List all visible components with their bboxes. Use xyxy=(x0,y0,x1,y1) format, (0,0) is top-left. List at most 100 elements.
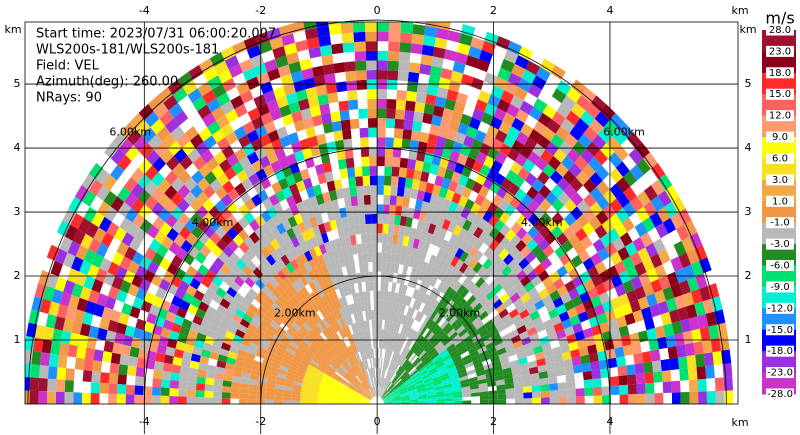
radar-gate xyxy=(681,236,695,253)
radar-gate xyxy=(223,374,233,382)
radar-gate xyxy=(511,139,525,154)
y-tick-label-right: 2 xyxy=(745,269,752,282)
radar-gate xyxy=(532,316,543,327)
radar-gate xyxy=(114,332,125,345)
radar-gate xyxy=(343,255,351,267)
radar-gate xyxy=(436,247,446,260)
radar-gate xyxy=(576,199,590,214)
radar-gate xyxy=(588,156,602,172)
radar-gate xyxy=(618,293,630,307)
radar-gate xyxy=(127,129,142,146)
radar-gate xyxy=(511,63,526,78)
radar-gate xyxy=(204,384,214,392)
radar-gate xyxy=(401,335,407,346)
radar-gate xyxy=(272,46,286,59)
radar-gate xyxy=(485,372,495,379)
radar-gate xyxy=(282,354,293,362)
radar-gate xyxy=(272,316,283,327)
y-unit: km xyxy=(4,23,21,36)
radar-gate xyxy=(54,276,67,292)
radar-gate xyxy=(212,275,223,287)
radar-gate xyxy=(436,401,446,404)
radar-gate xyxy=(38,378,48,392)
radar-gate xyxy=(577,311,589,323)
radar-gate xyxy=(650,253,663,269)
radar-gate xyxy=(225,362,235,371)
radar-gate xyxy=(478,310,489,321)
radar-gate xyxy=(488,394,498,400)
radar-gate xyxy=(449,371,459,378)
radar-gate xyxy=(447,30,462,43)
radar-gate xyxy=(354,364,361,374)
radar-gate xyxy=(151,386,161,396)
radar-gate xyxy=(488,239,500,252)
radar-gate xyxy=(359,262,365,273)
radar-gate xyxy=(425,182,435,194)
radar-gate xyxy=(682,330,694,345)
radar-gate xyxy=(364,380,370,390)
radar-gate xyxy=(355,391,364,397)
radar-gate xyxy=(52,328,63,343)
radar-gate xyxy=(427,364,436,372)
radar-gate xyxy=(437,346,447,355)
radar-gate xyxy=(265,230,276,243)
radar-gate xyxy=(614,145,629,162)
radar-gate xyxy=(309,361,318,369)
radar-gate xyxy=(629,299,641,313)
radar-gate xyxy=(521,69,536,84)
radar-gate xyxy=(357,362,363,372)
radar-gate xyxy=(164,170,179,186)
radar-gate xyxy=(187,382,197,391)
radar-gate xyxy=(418,400,428,403)
radar-gate xyxy=(460,207,471,220)
radar-gate xyxy=(382,393,390,400)
radar-gate xyxy=(492,283,503,295)
radar-gate xyxy=(391,166,400,177)
radar-gate xyxy=(336,319,344,330)
radar-gate xyxy=(473,250,484,262)
radar-gate xyxy=(250,318,260,329)
radar-gate xyxy=(475,366,485,373)
radar-gate xyxy=(386,370,392,380)
radar-gate xyxy=(204,238,217,251)
radar-gate xyxy=(91,253,104,269)
radar-gate xyxy=(371,377,375,388)
radar-gate xyxy=(445,275,455,287)
radar-gate xyxy=(260,319,270,329)
radar-gate xyxy=(288,325,299,335)
radar-gate xyxy=(348,254,355,266)
radar-gate xyxy=(402,347,409,357)
radar-gate xyxy=(434,327,443,337)
radar-gate xyxy=(238,229,249,242)
radar-gate xyxy=(558,336,569,347)
radar-gate xyxy=(269,36,284,50)
radar-gate xyxy=(322,191,331,203)
radar-gate xyxy=(361,156,370,167)
radar-gate xyxy=(354,353,360,363)
radar-gate xyxy=(48,353,59,368)
radar-gate xyxy=(431,373,441,380)
radar-gate xyxy=(331,249,339,260)
radar-gate xyxy=(371,223,377,234)
radar-gate xyxy=(415,300,423,311)
radar-gate xyxy=(434,96,447,108)
radar-gate xyxy=(212,397,222,404)
radar-gate xyxy=(204,397,213,404)
radar-gate xyxy=(397,333,403,344)
radar-gate xyxy=(286,347,296,356)
radar-gate xyxy=(603,120,619,137)
radar-gate xyxy=(312,256,321,268)
radar-gate xyxy=(510,234,522,247)
radar-gate xyxy=(656,206,671,223)
radar-gate xyxy=(162,319,174,331)
radar-gate xyxy=(561,155,575,170)
radar-gate xyxy=(595,282,607,296)
radar-gate xyxy=(172,220,185,234)
radar-gate xyxy=(461,276,472,288)
radar-gate xyxy=(670,213,684,230)
radar-gate xyxy=(427,308,435,319)
radar-gate xyxy=(490,85,505,99)
radar-gate xyxy=(261,258,272,270)
radar-gate xyxy=(408,256,415,268)
radar-gate xyxy=(389,330,394,341)
